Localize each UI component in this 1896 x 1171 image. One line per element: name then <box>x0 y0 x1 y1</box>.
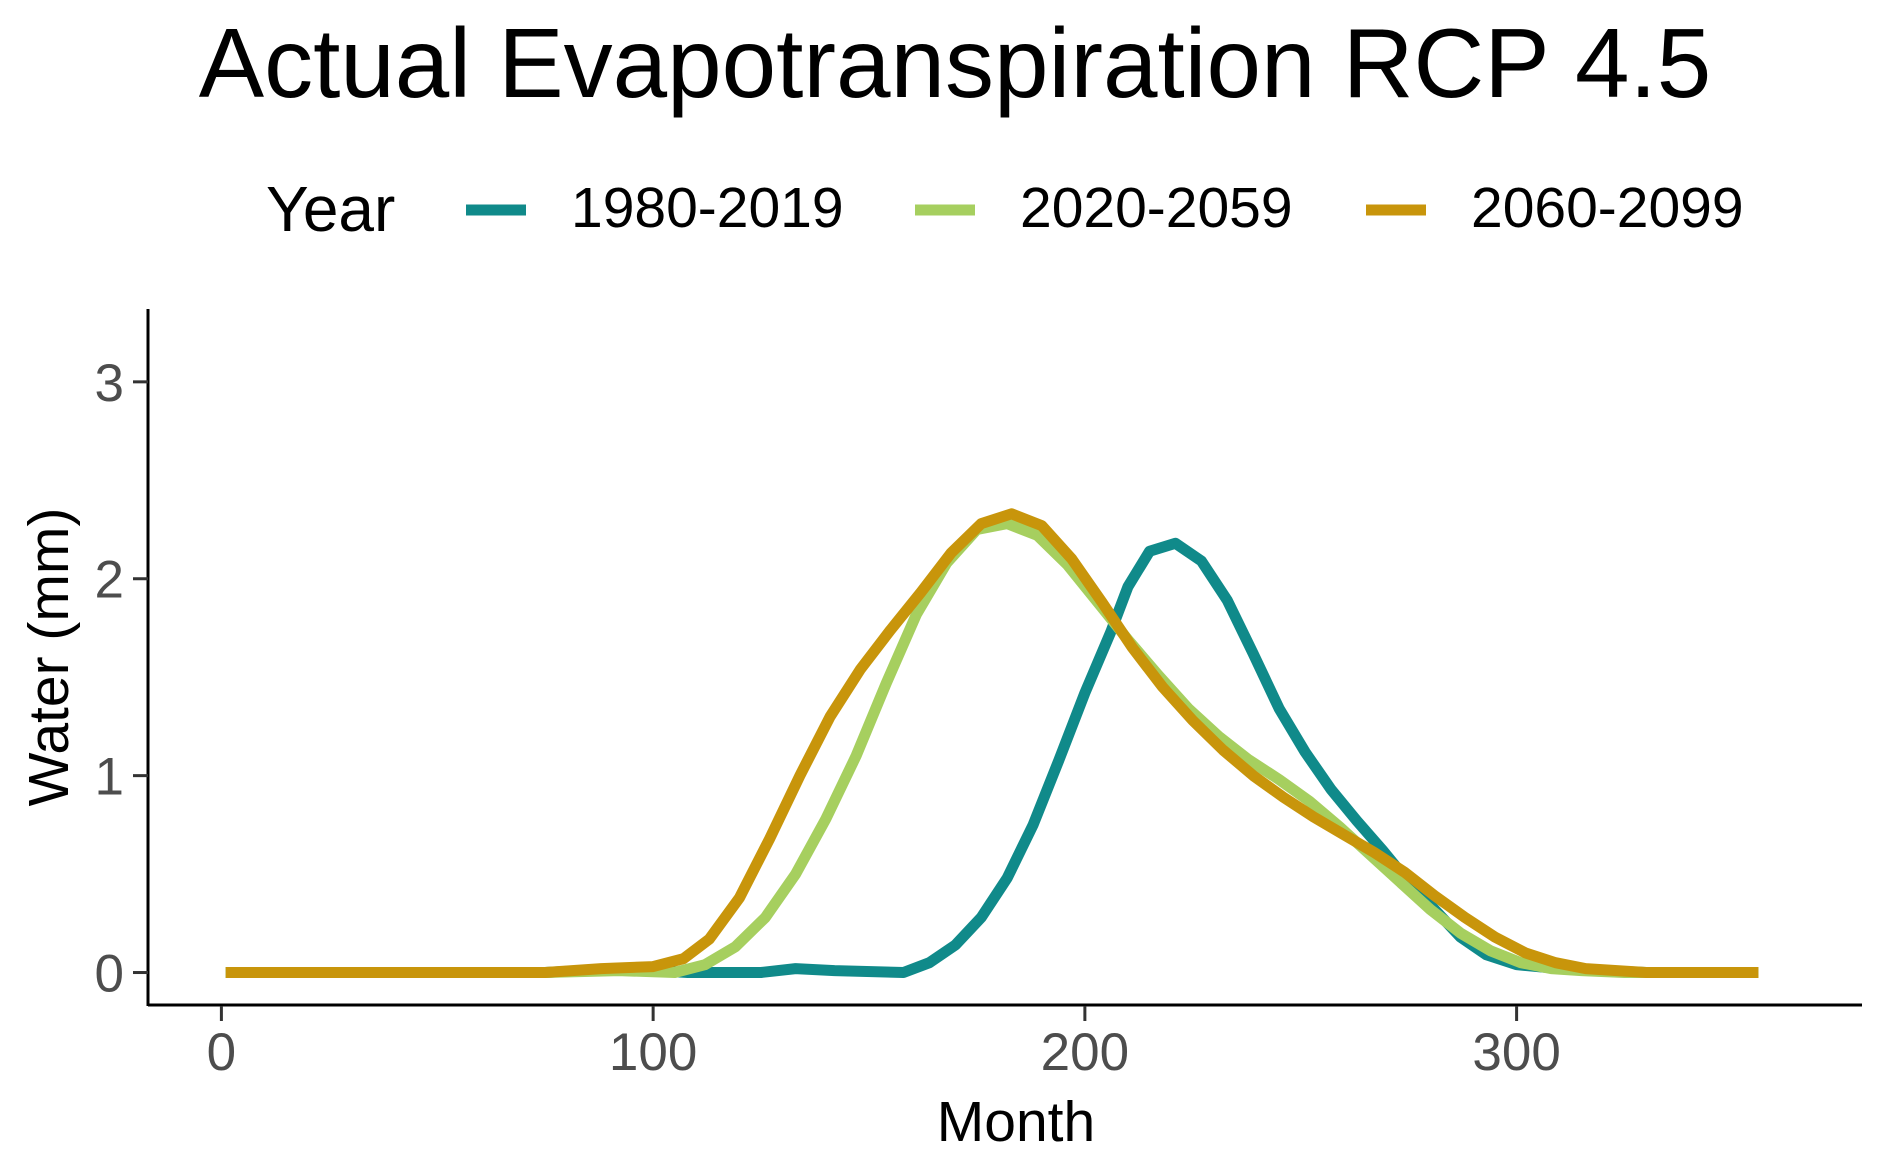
y-tick-label: 0 <box>95 945 124 1004</box>
x-axis-ticks: 0 100 200 300 <box>207 1006 1561 1082</box>
series-line-2060-2099 <box>225 508 1759 978</box>
plot-area: 0 100 200 300 0 1 2 3 <box>95 309 1862 1082</box>
legend-title: Year <box>266 173 395 245</box>
x-tick-label: 0 <box>207 1023 236 1082</box>
x-tick-label: 300 <box>1472 1023 1560 1082</box>
legend: Year 1980-2019 2020-2059 2060-2099 <box>266 173 1744 245</box>
series-line-1980-2019 <box>225 537 1759 978</box>
x-tick-label: 200 <box>1041 1023 1129 1082</box>
y-tick-label: 3 <box>95 354 124 413</box>
series-layer <box>225 508 1759 978</box>
y-axis-title: Water (mm) <box>17 508 81 807</box>
y-tick-label: 2 <box>95 551 124 610</box>
y-axis-ticks: 0 1 2 3 <box>95 354 148 1004</box>
legend-label-2060-2099: 2060-2099 <box>1471 176 1744 240</box>
y-tick-label: 1 <box>95 748 124 807</box>
chart-title: Actual Evapotranspiration RCP 4.5 <box>199 8 1712 118</box>
x-tick-label: 100 <box>609 1023 697 1082</box>
x-axis-title: Month <box>937 1090 1095 1154</box>
legend-label-2020-2059: 2020-2059 <box>1020 176 1293 240</box>
legend-label-1980-2019: 1980-2019 <box>571 176 844 240</box>
